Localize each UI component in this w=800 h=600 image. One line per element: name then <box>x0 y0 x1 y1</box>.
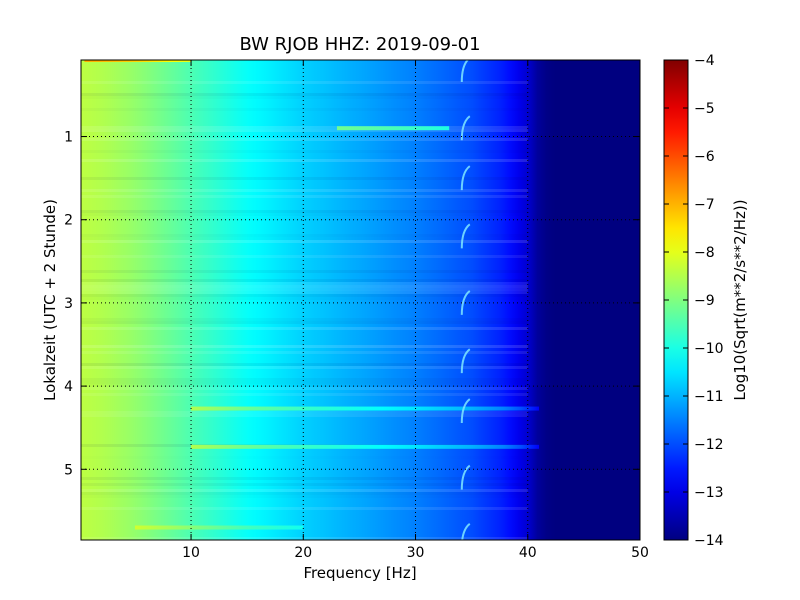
x-tick-label: 30 <box>407 545 425 561</box>
noise-row <box>81 393 528 396</box>
colorbar-tick-label: −4 <box>694 53 715 69</box>
noise-row <box>81 291 528 294</box>
spectrogram-background <box>81 60 640 540</box>
noise-row <box>81 234 528 237</box>
noise-row <box>81 213 528 216</box>
tonal-line-tick <box>460 348 471 374</box>
noise-row <box>81 96 528 99</box>
colorbar-label: Log10(Sqrt(m**2/s**2/Hz)) <box>731 199 749 400</box>
noise-row <box>81 378 528 381</box>
y-tick-label: 5 <box>64 462 73 478</box>
event-band <box>84 60 192 62</box>
noise-row <box>81 210 528 213</box>
noise-row <box>81 477 528 480</box>
noise-row <box>81 129 528 132</box>
noise-row <box>81 411 528 414</box>
noise-row <box>81 384 528 387</box>
noise-row <box>81 270 528 273</box>
spectrogram-heatmap <box>81 60 640 540</box>
noise-row <box>81 177 528 180</box>
y-tick-label: 4 <box>64 379 73 395</box>
noise-row <box>81 537 528 540</box>
chart-title: BW RJOB HHZ: 2019-09-01 <box>239 34 480 55</box>
noise-row <box>81 297 528 300</box>
colorbar-tick-label: −6 <box>694 149 715 165</box>
noise-row <box>81 255 528 258</box>
noise-row <box>81 279 528 282</box>
colorbar-tick-label: −5 <box>694 101 715 117</box>
x-tick-label: 10 <box>182 545 200 561</box>
tonal-line-tick <box>460 165 471 191</box>
noise-row <box>81 387 528 390</box>
tonal-line-tick <box>460 115 471 141</box>
plot-overlay <box>460 60 471 540</box>
noise-row <box>81 240 528 243</box>
event-band <box>191 444 539 449</box>
colorbar: −4 −5 −6 −7 −8 −9 −10 −11 −12 −13 −14 <box>663 53 724 549</box>
noise-row <box>81 138 528 141</box>
noise-row <box>81 108 528 111</box>
noise-row <box>81 483 528 486</box>
noise-row <box>81 126 528 129</box>
noise-row <box>81 366 528 369</box>
tonal-line-tick <box>460 60 470 82</box>
noise-row <box>81 414 528 417</box>
x-tick-label: 20 <box>294 545 312 561</box>
noise-row <box>81 81 528 84</box>
noise-row <box>81 159 528 162</box>
grid-lines <box>81 60 640 540</box>
colorbar-tick-label: −13 <box>694 485 724 501</box>
colorbar-tick-label: −14 <box>694 533 724 549</box>
noise-row <box>81 381 528 384</box>
tonal-line-tick <box>460 290 471 315</box>
y-axis-label: Lokalzeit (UTC + 2 Stunde) <box>41 199 59 401</box>
colorbar-tick-label: −12 <box>694 437 724 453</box>
noise-row <box>81 195 528 198</box>
x-tick-label: 50 <box>631 545 649 561</box>
event-band <box>134 525 304 530</box>
colorbar-tick-label: −8 <box>694 245 715 261</box>
noise-row <box>81 351 528 354</box>
noise-row <box>81 189 528 192</box>
colorbar-tick-label: −7 <box>694 197 715 213</box>
tonal-line-tick <box>460 223 471 249</box>
y-tick-label: 1 <box>64 130 73 146</box>
y-tick-label: 3 <box>64 296 73 312</box>
noise-row <box>81 318 528 321</box>
noise-row <box>81 345 528 348</box>
event-band <box>191 406 539 411</box>
noise-row <box>81 507 528 510</box>
noise-row <box>81 321 528 324</box>
noise-row <box>81 492 528 495</box>
tonal-line-tick <box>460 398 471 424</box>
axes: 10 20 30 40 50 1 2 3 4 5 <box>64 59 649 561</box>
noise-row <box>81 282 528 285</box>
noise-row <box>81 363 528 366</box>
tonal-line-tick <box>460 464 471 490</box>
x-axis-label: Frequency [Hz] <box>303 564 416 582</box>
noise-row <box>81 204 528 207</box>
event-band <box>336 126 450 131</box>
x-tick-label: 40 <box>519 545 537 561</box>
noise-row <box>81 327 528 330</box>
noise-row <box>81 285 528 288</box>
plot-frame <box>80 59 641 541</box>
colorbar-tick-label: −9 <box>694 293 715 309</box>
noise-row <box>81 288 528 291</box>
noise-row <box>81 93 528 96</box>
noise-row <box>81 237 528 240</box>
noise-row <box>81 456 528 459</box>
noise-row <box>81 489 528 492</box>
noise-row <box>81 150 528 153</box>
tonal-line-tick <box>461 523 471 540</box>
noise-row <box>81 294 528 297</box>
colorbar-tick-label: −10 <box>694 341 724 357</box>
y-tick-label: 2 <box>64 213 73 229</box>
colorbar-tick-label: −11 <box>694 389 724 405</box>
noise-row <box>81 495 528 498</box>
